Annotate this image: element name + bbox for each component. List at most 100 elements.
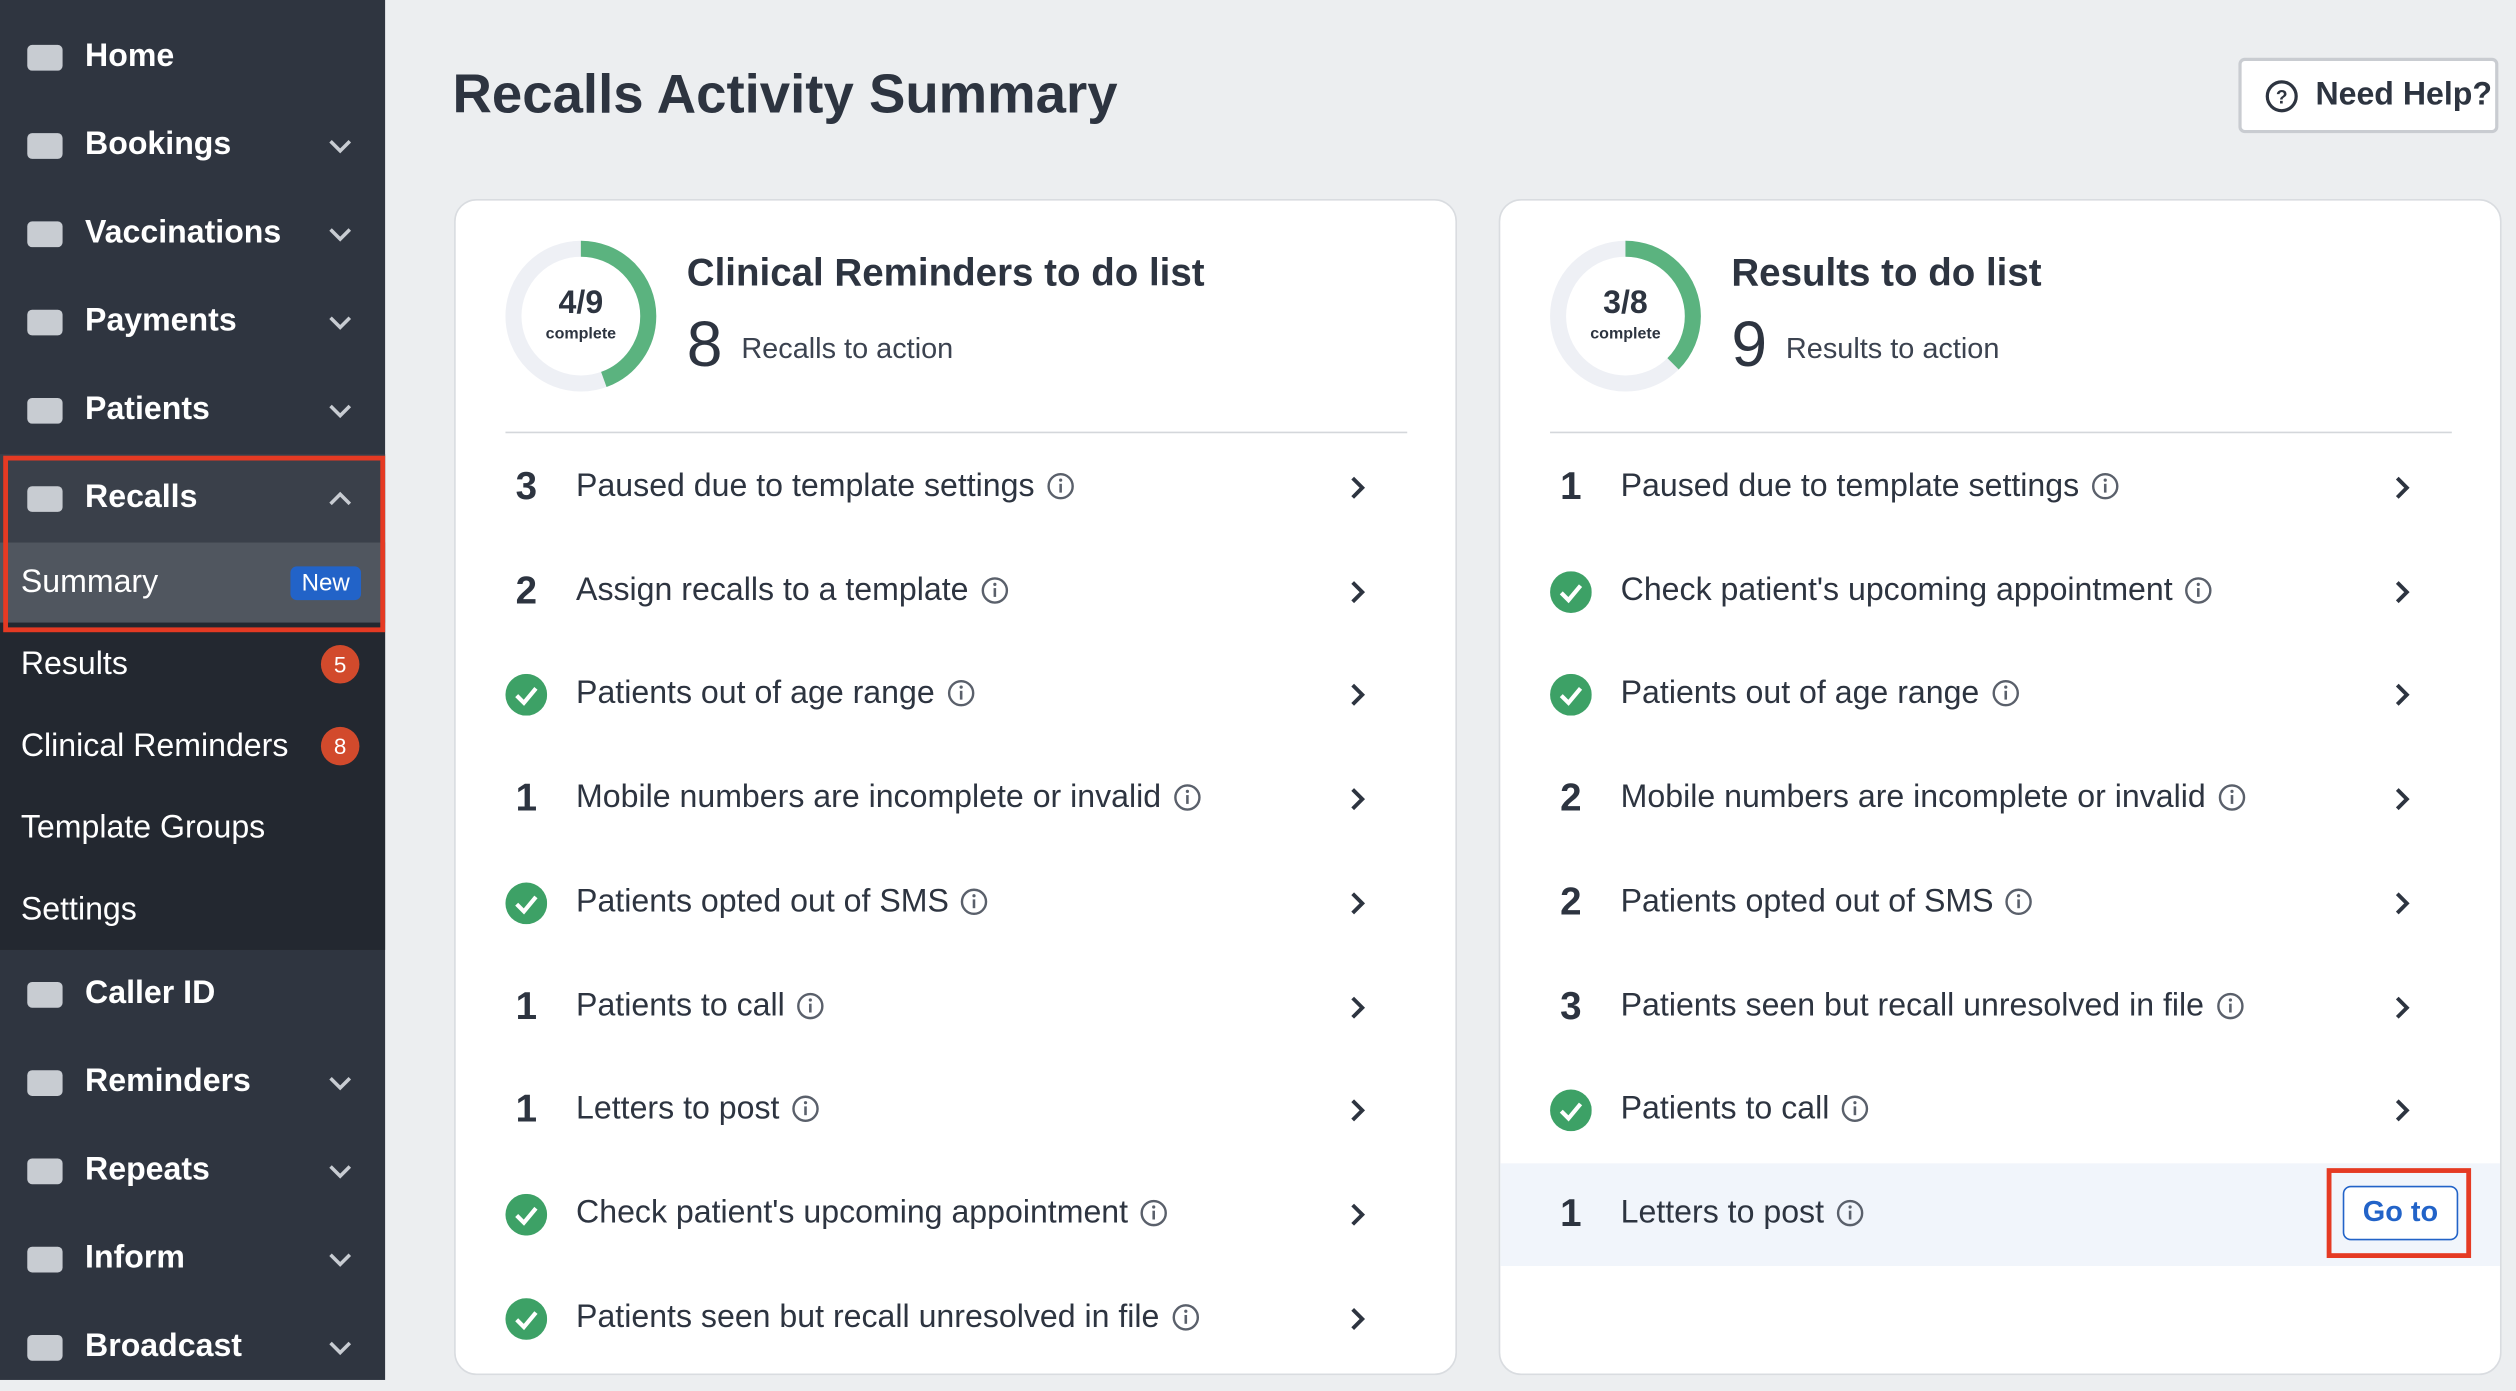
help-icon: ?: [2265, 79, 2298, 112]
row-label: Patients seen but recall unresolved in f…: [1621, 988, 2244, 1025]
nav-item[interactable]: Home: [0, 13, 385, 101]
row-count: 2: [1560, 776, 1582, 821]
nav-item[interactable]: Payments: [0, 278, 385, 366]
row-count: 1: [1560, 1192, 1582, 1236]
nav-label: Patients: [85, 391, 210, 427]
nav-item[interactable]: Caller ID: [0, 950, 385, 1038]
row-chevron: [1351, 788, 1366, 811]
list-row[interactable]: 2 Assign recalls to a template: [456, 540, 1456, 643]
row-label: Mobile numbers are incomplete or invalid: [576, 780, 1201, 817]
nav-item[interactable]: Broadcast: [0, 1303, 385, 1391]
list-row[interactable]: 3 Patients seen but recall unresolved in …: [1500, 956, 2500, 1059]
list-row[interactable]: 1 Letters to post Go to: [1500, 1163, 2500, 1266]
sub-item[interactable]: Results 5: [0, 624, 385, 704]
info-icon: [980, 576, 1008, 604]
row-chevron: [1351, 580, 1366, 603]
row-chevron: [2395, 476, 2410, 499]
nav-item[interactable]: Inform: [0, 1215, 385, 1303]
sub-item[interactable]: Clinical Reminders 8: [0, 706, 385, 786]
row-label: Patients to call: [576, 988, 825, 1025]
nav-item[interactable]: Bookings: [0, 101, 385, 189]
nav-icon: [27, 44, 63, 70]
chevron: [329, 1165, 352, 1179]
list-row[interactable]: 2 Patients opted out of SMS: [1500, 852, 2500, 955]
row-label: Patients to call: [1621, 1091, 1870, 1128]
progress-label: complete: [1590, 325, 1661, 344]
go-to-button[interactable]: Go to: [2342, 1185, 2459, 1241]
row-chevron: [1351, 1307, 1366, 1330]
nav-icon: [27, 1157, 63, 1184]
nav-icon: [27, 485, 63, 512]
row-label: Letters to post: [1621, 1195, 1864, 1232]
row-chevron: [2395, 995, 2410, 1018]
row-chevron: [1351, 1099, 1366, 1122]
row-count: 1: [515, 776, 538, 821]
card-title: Results to do list: [1731, 251, 2042, 296]
nav-label: Inform: [85, 1240, 185, 1276]
nav-icon: [27, 1069, 63, 1096]
nav-item[interactable]: Recalls: [0, 454, 386, 543]
help-button[interactable]: ? Need Help?: [2238, 57, 2499, 134]
card-title: Clinical Reminders to do list: [686, 251, 1205, 296]
list-row[interactable]: Patients to call: [1500, 1059, 2500, 1162]
row-text: Patients opted out of SMS: [576, 883, 949, 920]
sub-item[interactable]: Settings: [0, 870, 385, 950]
nav-label: Repeats: [85, 1152, 210, 1188]
nav-item[interactable]: Patients: [0, 366, 385, 454]
row-text: Mobile numbers are incomplete or invalid: [576, 779, 1162, 816]
nav-item[interactable]: Vaccinations: [0, 189, 385, 277]
list-row[interactable]: 1 Letters to post: [456, 1059, 1456, 1162]
svg-text:?: ?: [2276, 87, 2288, 108]
list-row[interactable]: 2 Mobile numbers are incomplete or invali…: [1500, 748, 2500, 851]
chevron: [329, 491, 352, 506]
row-label: Paused due to template settings: [1621, 469, 2120, 506]
row-chevron: [2395, 1099, 2410, 1122]
highlight-box: [2326, 1167, 2472, 1258]
list-row[interactable]: Check patient's upcoming appointment: [456, 1163, 1456, 1266]
card: 3/8 complete Results to do list 9 Results to…: [1498, 198, 2502, 1376]
list-row[interactable]: 3 Paused due to template settings: [456, 436, 1456, 539]
row-text: Mobile numbers are incomplete or invalid: [1620, 779, 2206, 816]
row-chevron: [2395, 892, 2410, 915]
row-chevron: [1351, 892, 1366, 915]
list-row[interactable]: Patients opted out of SMS: [456, 852, 1456, 955]
info-icon: [2091, 472, 2119, 500]
row-label: Patients out of age range: [576, 676, 975, 713]
row-text: Patients seen but recall unresolved in f…: [1620, 987, 2204, 1023]
row-chevron: [1351, 476, 1366, 499]
nav-label: Home: [85, 38, 175, 74]
row-text: Patients to call: [576, 987, 785, 1023]
row-label: Patients seen but recall unresolved in f…: [576, 1299, 1199, 1336]
list-row[interactable]: Patients out of age range: [456, 644, 1456, 747]
divider: [505, 431, 1408, 434]
list-row[interactable]: Patients out of age range: [1500, 644, 2500, 747]
info-icon: [947, 680, 974, 708]
done-check: [1550, 570, 1592, 613]
row-count: 1: [515, 1088, 538, 1132]
list-row[interactable]: Check patient's upcoming appointment: [1500, 540, 2500, 643]
list-row[interactable]: 1 Patients to call: [456, 956, 1456, 1059]
row-chevron: [1351, 1203, 1366, 1226]
nav-label: Caller ID: [85, 975, 216, 1011]
info-icon: [2185, 576, 2212, 604]
info-icon: [1991, 680, 2019, 708]
info-icon: [2218, 784, 2245, 811]
sub-item[interactable]: Summary New: [0, 542, 386, 623]
row-label: Paused due to template settings: [576, 469, 1075, 506]
row-label: Check patient's upcoming appointment: [576, 1195, 1168, 1232]
progress-label: complete: [545, 325, 617, 344]
list-row[interactable]: 1 Mobile numbers are incomplete or invali…: [456, 748, 1456, 851]
sub-item[interactable]: Template Groups: [0, 788, 385, 868]
row-text: Patients opted out of SMS: [1620, 883, 1994, 920]
badge: 8: [320, 726, 360, 766]
row-text: Check patient's upcoming appointment: [1620, 572, 2173, 608]
highlight-box: [3, 455, 386, 633]
sub-label: Clinical Reminders: [20, 727, 289, 763]
nav-item[interactable]: Repeats: [0, 1126, 385, 1214]
chevron: [329, 1253, 352, 1267]
list-row[interactable]: Patients seen but recall unresolved in f…: [456, 1267, 1456, 1370]
progress-ring: [1550, 240, 1701, 392]
done-check: [505, 1193, 548, 1236]
list-row[interactable]: 1 Paused due to template settings: [1500, 436, 2500, 539]
nav-item[interactable]: Reminders: [0, 1038, 385, 1126]
